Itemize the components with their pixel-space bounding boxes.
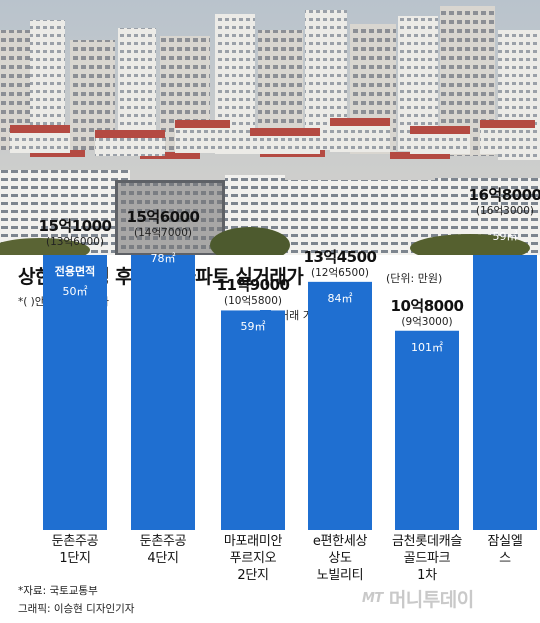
area-label: 101㎡ <box>411 340 443 354</box>
area-label: 84㎡ <box>327 291 353 305</box>
bar-2 <box>131 255 195 530</box>
area-label: 59㎡ <box>240 320 266 334</box>
previous-high-label: (9억3000) <box>401 315 453 328</box>
previous-high-label: (13억6000) <box>46 236 104 249</box>
bar-6 <box>473 255 537 530</box>
bar-4 <box>308 281 372 530</box>
area-caption: 전용면적 <box>54 265 96 279</box>
previous-high-label: (16억3000) <box>476 205 534 218</box>
category-label: 금천롯데캐슬 골드파크 1차 <box>392 534 462 583</box>
category-label: 마포래미안 푸르지오 2단지 <box>223 534 283 583</box>
previous-high-label: (12억6500) <box>311 266 369 279</box>
category-label: 둔촌주공 4단지 <box>139 534 187 566</box>
logo-name: 머니투데이 <box>388 589 474 611</box>
area-label: 59㎡ <box>492 230 518 244</box>
price-label: 16억8000 <box>468 186 540 205</box>
category-label: e편한세상 상도 노빌리티 <box>312 534 368 583</box>
bar-1 <box>43 255 107 530</box>
category-label: 잠실엘스 <box>487 534 523 566</box>
category-label: 둔촌주공 1단지 <box>51 534 99 566</box>
price-label: 10억8000 <box>390 296 464 315</box>
price-label: 13억4500 <box>303 247 377 266</box>
previous-high-label: (10억5800) <box>224 295 282 308</box>
price-label: 15억1000 <box>38 217 112 236</box>
publisher-logo: MT 머니투데이 <box>362 585 474 612</box>
source-note: *자료: 국토교통부 <box>18 585 98 597</box>
area-label: 78㎡ <box>150 252 176 266</box>
price-label: 11억9000 <box>216 276 290 295</box>
graphic-credit: 그래픽: 이승현 디자인기자 <box>18 603 135 615</box>
bar-3 <box>221 310 285 530</box>
price-label: 15억6000 <box>126 208 200 227</box>
unit-label: (단위: 만원) <box>386 272 443 285</box>
previous-high-label: (14억7000) <box>134 227 192 240</box>
bar-chart <box>43 255 537 530</box>
logo-mark: MT <box>362 591 383 606</box>
apartment-photo <box>0 0 540 255</box>
area-label: 50㎡ <box>62 285 88 299</box>
bar-5 <box>395 330 459 530</box>
